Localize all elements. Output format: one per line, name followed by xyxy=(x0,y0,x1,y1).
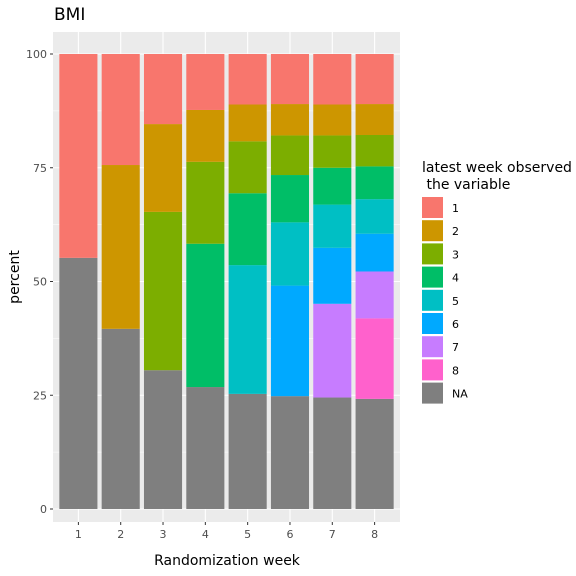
legend-title-line-2: the variable xyxy=(422,177,510,193)
legend-key-NA xyxy=(422,382,443,404)
x-tick-label: 1 xyxy=(75,528,82,541)
bar-segment-week-5-series-3 xyxy=(228,141,267,194)
y-tick-label: 25 xyxy=(33,389,47,402)
legend-label-NA: NA xyxy=(452,388,468,401)
bar-segment-week-7-series-5 xyxy=(313,204,352,248)
legend-key-6 xyxy=(422,313,443,334)
bar-segment-week-4-series-1 xyxy=(186,54,225,110)
bar-segment-week-6-series-1 xyxy=(270,54,310,105)
legend-key-7 xyxy=(422,336,443,358)
bar-segment-week-3-series-2 xyxy=(143,124,183,212)
x-axis-title: Randomization week xyxy=(154,553,301,569)
legend-label-8: 8 xyxy=(452,364,459,377)
legend-label-1: 1 xyxy=(452,202,459,215)
x-tick-label: 2 xyxy=(117,528,124,541)
x-tick-label: 6 xyxy=(286,528,293,541)
y-tick-label: 0 xyxy=(40,503,47,516)
bar-segment-week-4-series-NA xyxy=(186,387,225,509)
bar-segment-week-2-series-2 xyxy=(101,165,140,329)
x-tick-label: 5 xyxy=(244,528,251,541)
bar-segment-week-3-series-3 xyxy=(143,211,183,371)
x-tick-label: 3 xyxy=(160,528,167,541)
legend-label-5: 5 xyxy=(452,295,459,308)
bar-segment-week-8-series-8 xyxy=(355,318,394,399)
y-tick-label: 100 xyxy=(26,48,47,61)
bar-segment-week-4-series-2 xyxy=(186,109,225,162)
y-axis: 0 25 50 75 100 xyxy=(26,48,53,516)
bar-segment-week-3-series-1 xyxy=(143,54,183,125)
x-tick-label: 4 xyxy=(202,528,209,541)
legend-key-3 xyxy=(422,243,443,265)
bar-segment-week-6-series-NA xyxy=(270,396,310,509)
legend-key-1 xyxy=(422,197,443,218)
bar-segment-week-8-series-4 xyxy=(355,166,394,200)
y-tick-label: 50 xyxy=(33,276,47,289)
bar-segment-week-5-series-5 xyxy=(228,265,267,394)
legend-title-line-1: latest week observed xyxy=(422,160,572,176)
bar-segment-week-8-series-NA xyxy=(355,398,394,509)
bar-segment-week-7-series-1 xyxy=(313,54,352,105)
bar-segment-week-5-series-4 xyxy=(228,193,267,266)
bar-segment-week-7-series-6 xyxy=(313,247,352,304)
bar-segment-week-5-series-NA xyxy=(228,393,267,509)
legend-items: 1 2 3 4 5 6 7 8 NA xyxy=(422,197,468,404)
legend-label-2: 2 xyxy=(452,225,459,238)
bar-segment-week-6-series-3 xyxy=(270,135,310,176)
bar-segment-week-6-series-6 xyxy=(270,285,310,397)
bar-segment-week-7-series-3 xyxy=(313,135,352,168)
legend-key-8 xyxy=(422,359,443,381)
bar-segment-week-8-series-5 xyxy=(355,199,394,234)
bar-segment-week-8-series-1 xyxy=(355,54,394,105)
bar-segment-week-2-series-1 xyxy=(101,54,140,166)
y-tick-label: 75 xyxy=(33,162,47,175)
x-axis: 1 2 3 4 5 6 7 8 xyxy=(75,522,378,541)
x-tick-label: 7 xyxy=(329,528,336,541)
bar-segment-week-7-series-NA xyxy=(313,397,352,509)
chart-title: BMI xyxy=(54,5,85,25)
bar-segment-week-7-series-4 xyxy=(313,167,352,205)
bar-segment-week-7-series-7 xyxy=(313,303,352,398)
legend-label-7: 7 xyxy=(452,341,459,354)
legend-title: latest week observed the variable xyxy=(422,160,576,193)
x-tick-label: 8 xyxy=(371,528,378,541)
bar-segment-week-1-series-NA xyxy=(59,257,98,509)
bar-segment-week-4-series-3 xyxy=(186,161,225,244)
bar-segment-week-6-series-2 xyxy=(270,104,310,136)
legend-key-5 xyxy=(422,289,443,311)
legend-label-6: 6 xyxy=(452,318,459,331)
bar-segment-week-4-series-4 xyxy=(186,243,225,388)
legend-key-4 xyxy=(422,266,443,288)
bar-segment-week-8-series-3 xyxy=(355,134,394,167)
legend-label-4: 4 xyxy=(452,272,459,285)
legend-label-3: 3 xyxy=(452,248,459,261)
legend: latest week observed the variable 1 2 3 4 5 6… xyxy=(422,160,576,404)
bar-segment-week-5-series-1 xyxy=(228,54,267,105)
bar-segment-week-2-series-NA xyxy=(101,328,140,509)
bar-segment-week-7-series-2 xyxy=(313,104,352,136)
legend-key-2 xyxy=(422,220,443,242)
bars xyxy=(59,54,394,509)
bar-segment-week-8-series-7 xyxy=(355,271,394,319)
bar-segment-week-6-series-5 xyxy=(270,222,310,286)
bar-segment-week-8-series-6 xyxy=(355,233,394,272)
bar-segment-week-6-series-4 xyxy=(270,175,310,223)
bar-segment-week-3-series-NA xyxy=(143,370,183,509)
bar-segment-week-5-series-2 xyxy=(228,104,267,142)
bar-segment-week-8-series-2 xyxy=(355,104,394,135)
y-axis-title: percent xyxy=(7,250,23,304)
bar-segment-week-1-series-1 xyxy=(59,54,98,258)
